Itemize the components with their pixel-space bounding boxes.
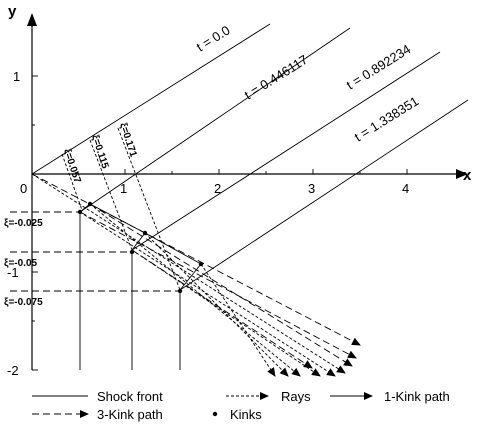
legend-rays: Rays xyxy=(281,389,311,404)
shock-front-line xyxy=(79,27,351,213)
kink-label: ξ=-0.075 xyxy=(4,297,43,308)
x-tick-label: 1 xyxy=(120,181,127,196)
x-tick-label: 4 xyxy=(402,181,409,196)
shock-front-line xyxy=(31,23,271,175)
axes: x y 0 1 2 3 4 1 -1 -2 xyxy=(7,3,472,378)
x-ticks: 0 1 2 3 4 xyxy=(20,169,409,196)
legend: Shock front Rays 1-Kink path 3-Kink path… xyxy=(32,389,450,422)
kink-labels: ξ=-0.025 ξ=-0.05 ξ=-0.075 xyxy=(4,218,43,308)
ray-label: ξ=0.057 xyxy=(61,148,83,185)
shock-front-line xyxy=(179,99,469,291)
x-axis-label: x xyxy=(463,167,472,184)
kink-guides xyxy=(10,211,180,292)
y-ticks: 1 -1 -2 xyxy=(7,69,38,378)
shock-front-line xyxy=(131,51,441,251)
kink-label: ξ=-0.025 xyxy=(4,218,43,229)
y-axis-arrow xyxy=(27,13,37,26)
legend-three-kink: 3-Kink path xyxy=(97,407,163,422)
kink-point xyxy=(177,288,183,294)
x-tick-label: 3 xyxy=(308,181,315,196)
x-tick-label: 0 xyxy=(20,181,27,196)
shock-front-label: t = 0.0 xyxy=(194,22,233,54)
ray-label: ξ=0.115 xyxy=(89,134,110,171)
shock-front-label: t = 1.338351 xyxy=(352,93,422,144)
x-tick-label: 2 xyxy=(214,181,221,196)
shock-front-label: t = 0.446117 xyxy=(242,52,311,103)
legend-one-kink: 1-Kink path xyxy=(384,389,450,404)
shock-front-label: t = 0.892234 xyxy=(344,41,414,92)
legend-kinks-swatch xyxy=(212,411,218,417)
kink-point xyxy=(142,230,148,236)
x-axis-arrow xyxy=(456,169,468,179)
kink-point xyxy=(77,209,83,215)
kink-paths xyxy=(31,173,361,369)
legend-kinks: Kinks xyxy=(230,407,262,422)
kink-points xyxy=(77,201,204,294)
ray-label: ξ=0.171 xyxy=(117,122,139,159)
kink-point xyxy=(129,249,135,255)
y-tick-label: -2 xyxy=(7,363,19,378)
y-tick-label: -1 xyxy=(7,265,19,280)
y-tick-label: 1 xyxy=(13,69,20,84)
y-axis-label: y xyxy=(8,3,17,20)
legend-shock-front: Shock front xyxy=(97,389,163,404)
kink-point xyxy=(198,261,204,267)
kink-point xyxy=(87,201,93,207)
kink-label: ξ=-0.05 xyxy=(4,258,38,269)
